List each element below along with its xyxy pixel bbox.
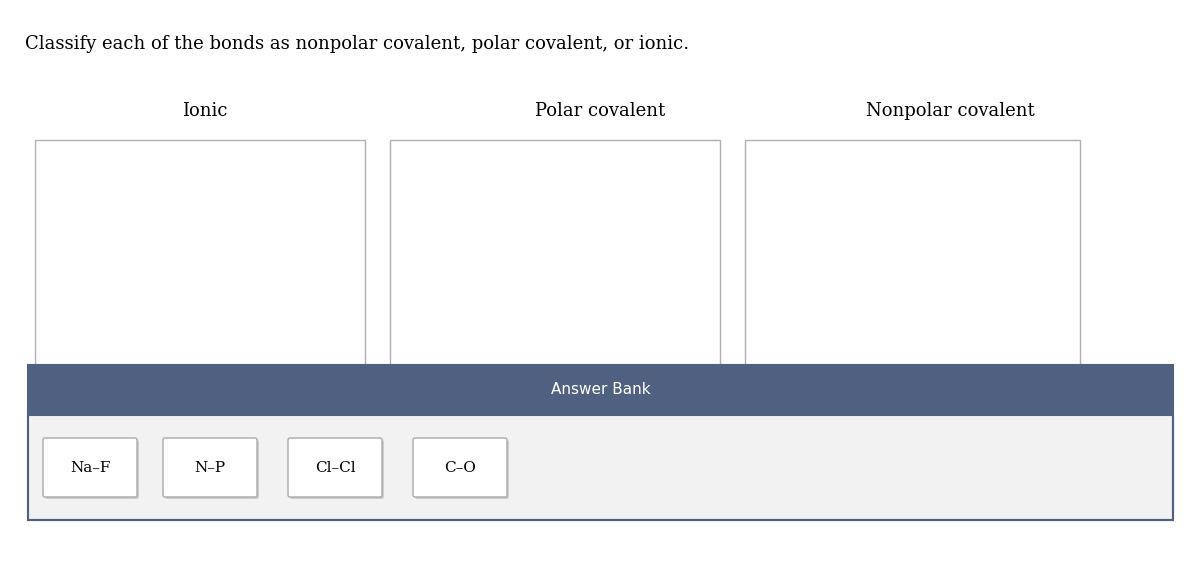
Bar — [35, 140, 365, 395]
FancyBboxPatch shape — [413, 438, 508, 497]
Text: Polar covalent: Polar covalent — [535, 102, 665, 120]
Bar — [28, 365, 1174, 415]
Bar — [745, 140, 1080, 395]
Text: Cl–Cl: Cl–Cl — [314, 461, 355, 474]
FancyBboxPatch shape — [288, 438, 382, 497]
Text: Answer Bank: Answer Bank — [551, 382, 650, 397]
FancyBboxPatch shape — [46, 440, 139, 499]
Bar — [28, 415, 1174, 520]
Text: Ionic: Ionic — [182, 102, 228, 120]
Bar — [28, 365, 1174, 520]
Text: N–P: N–P — [194, 461, 226, 474]
FancyBboxPatch shape — [290, 440, 384, 499]
Text: Na–F: Na–F — [70, 461, 110, 474]
Text: Nonpolar covalent: Nonpolar covalent — [865, 102, 1034, 120]
FancyBboxPatch shape — [43, 438, 137, 497]
FancyBboxPatch shape — [415, 440, 509, 499]
Text: Classify each of the bonds as nonpolar covalent, polar covalent, or ionic.: Classify each of the bonds as nonpolar c… — [25, 35, 689, 53]
Bar — [390, 140, 720, 395]
FancyBboxPatch shape — [163, 438, 257, 497]
Text: C–O: C–O — [444, 461, 476, 474]
FancyBboxPatch shape — [166, 440, 259, 499]
